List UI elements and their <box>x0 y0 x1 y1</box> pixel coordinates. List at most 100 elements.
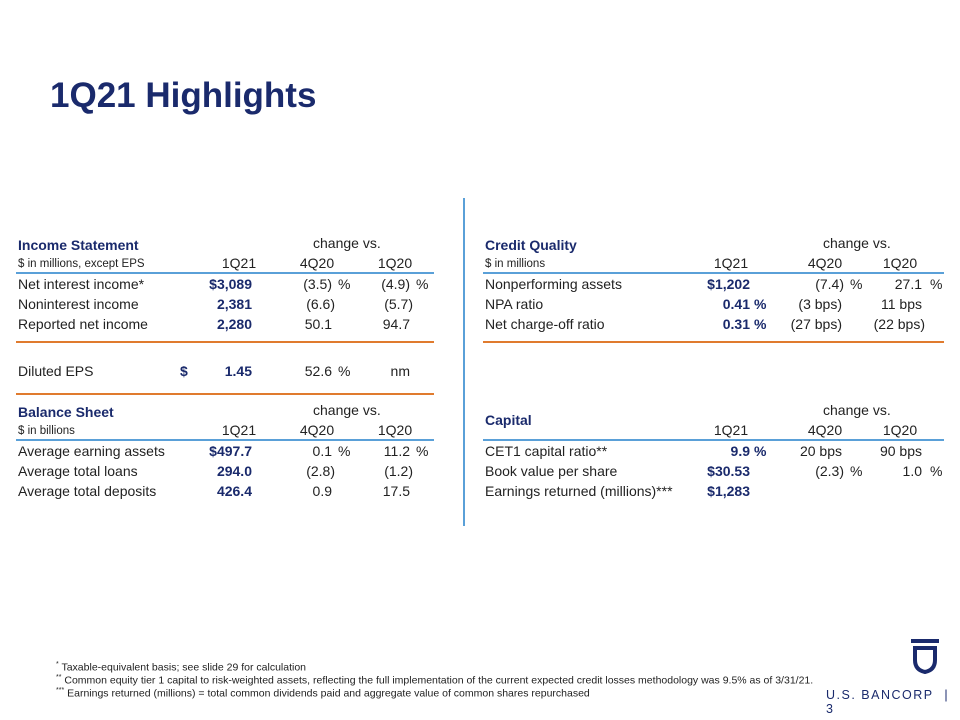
balance-row-value: $497.7 <box>209 443 252 459</box>
balance-row-unit1: % <box>338 443 351 459</box>
capital-row-value: $1,283 <box>707 483 750 499</box>
income-change-label: change vs. <box>313 235 381 251</box>
income-row-chg2: (5.7) <box>384 296 413 312</box>
balance-row-chg1: (2.8) <box>306 463 335 479</box>
balance-row-chg1: 0.9 <box>312 483 332 499</box>
credit-row-value: 0.31 <box>722 316 750 332</box>
balance-row-label: Average earning assets <box>18 443 165 459</box>
page-number: 3 <box>826 702 835 716</box>
income-row-label: Noninterest income <box>18 296 139 312</box>
credit-row-chg2: 27.1 <box>894 276 922 292</box>
credit-col-1q20: 1Q20 <box>882 255 918 271</box>
credit-row-value-unit: % <box>754 316 767 332</box>
balance-row-chg1: 0.1 <box>312 443 332 459</box>
eps-dollar: $ <box>180 363 188 379</box>
credit-row-label: Net charge-off ratio <box>485 316 605 332</box>
eps-chg2: nm <box>390 363 410 379</box>
eps-chg1: 52.6 <box>304 363 332 379</box>
capital-row-value: 9.9 <box>730 443 750 459</box>
capital-col-4q20: 4Q20 <box>807 422 843 438</box>
footnote-text: Common equity tier 1 capital to risk-wei… <box>61 674 814 687</box>
eps-value: 1.45 <box>224 363 252 379</box>
capital-row-unit1: % <box>850 463 863 479</box>
brand-name: U.S. BANCORP <box>826 688 934 702</box>
capital-header: Capital <box>485 412 532 428</box>
eps-label: Diluted EPS <box>18 363 94 379</box>
footnote-text: Earnings returned (millions) = total com… <box>64 687 590 700</box>
credit-row-chg2: 11 bps <box>881 296 922 312</box>
page-title: 1Q21 Highlights <box>50 76 317 115</box>
credit-sub: $ in millions <box>485 258 546 270</box>
credit-header: Credit Quality <box>485 237 577 253</box>
income-row-unit2: % <box>416 276 429 292</box>
income-row-chg1: (6.6) <box>306 296 335 312</box>
credit-row-chg1: (7.4) <box>815 276 844 292</box>
credit-row-unit2: % <box>930 276 943 292</box>
balance-row-value: 426.4 <box>216 483 252 499</box>
balance-header: Balance Sheet <box>18 404 114 420</box>
capital-header-rule <box>483 439 944 441</box>
credit-row-value: 0.41 <box>722 296 750 312</box>
income-row-value: $3,089 <box>209 276 252 292</box>
column-divider <box>463 198 465 526</box>
capital-change-label: change vs. <box>823 402 891 418</box>
credit-row-label: NPA ratio <box>485 296 544 312</box>
income-row-label: Reported net income <box>18 316 148 332</box>
income-row-chg1: (3.5) <box>303 276 332 292</box>
credit-row-label: Nonperforming assets <box>485 276 622 292</box>
income-header-rule <box>16 272 434 274</box>
credit-row-unit1: % <box>850 276 863 292</box>
balance-col-1q21: 1Q21 <box>221 422 257 438</box>
income-rule <box>16 341 434 343</box>
footnote-mark: * <box>56 661 59 668</box>
balance-row-label: Average total deposits <box>18 483 157 499</box>
footnote-mark: *** <box>56 687 65 694</box>
income-row-unit1: % <box>338 276 351 292</box>
capital-row-chg1: (2.3) <box>815 463 844 479</box>
balance-row-chg2: 17.5 <box>382 483 410 499</box>
eps-rule <box>16 393 434 395</box>
balance-row-unit2: % <box>416 443 429 459</box>
income-col-1q21: 1Q21 <box>221 255 257 271</box>
balance-change-label: change vs. <box>313 402 381 418</box>
capital-row-label: Book value per share <box>485 463 618 479</box>
footnote-text: Taxable-equivalent basis; see slide 29 f… <box>58 661 307 674</box>
capital-row-chg1: 20 bps <box>799 443 842 459</box>
income-row-chg1: 50.1 <box>304 316 332 332</box>
footnote: * Taxable-equivalent basis; see slide 29… <box>56 661 306 674</box>
credit-row-value-unit: % <box>754 296 767 312</box>
credit-row-chg1: (27 bps) <box>790 316 842 332</box>
credit-col-1q21: 1Q21 <box>713 255 749 271</box>
bank-shield-logo-icon <box>911 639 939 674</box>
capital-row-chg2: 1.0 <box>902 463 922 479</box>
capital-col-1q20: 1Q20 <box>882 422 918 438</box>
credit-change-label: change vs. <box>823 235 891 251</box>
balance-header-rule <box>16 439 434 441</box>
footnote: ** Common equity tier 1 capital to risk-… <box>56 674 813 687</box>
footnote: *** Earnings returned (millions) = total… <box>56 687 590 700</box>
credit-header-rule <box>483 272 944 274</box>
balance-row-value: 294.0 <box>216 463 252 479</box>
credit-row-chg2: (22 bps) <box>873 316 925 332</box>
income-row-chg2: 94.7 <box>382 316 410 332</box>
income-row-value: 2,280 <box>216 316 252 332</box>
balance-sub: $ in billions <box>18 425 75 437</box>
income-col-1q20: 1Q20 <box>377 255 413 271</box>
credit-row-chg1: (3 bps) <box>798 296 842 312</box>
credit-rule <box>483 341 944 343</box>
brand-separator: | <box>944 688 950 702</box>
capital-row-value: $30.53 <box>707 463 750 479</box>
capital-row-unit2: % <box>930 463 943 479</box>
income-row-label: Net interest income* <box>18 276 145 292</box>
capital-row-value-unit: % <box>754 443 767 459</box>
balance-row-chg2: (1.2) <box>384 463 413 479</box>
income-sub: $ in millions, except EPS <box>18 258 145 270</box>
capital-row-label: Earnings returned (millions)*** <box>485 483 673 499</box>
income-row-value: 2,381 <box>216 296 252 312</box>
credit-row-value: $1,202 <box>707 276 750 292</box>
capital-col-1q21: 1Q21 <box>713 422 749 438</box>
income-row-chg2: (4.9) <box>381 276 410 292</box>
balance-row-label: Average total loans <box>18 463 138 479</box>
footnote-mark: ** <box>56 674 62 681</box>
credit-col-4q20: 4Q20 <box>807 255 843 271</box>
